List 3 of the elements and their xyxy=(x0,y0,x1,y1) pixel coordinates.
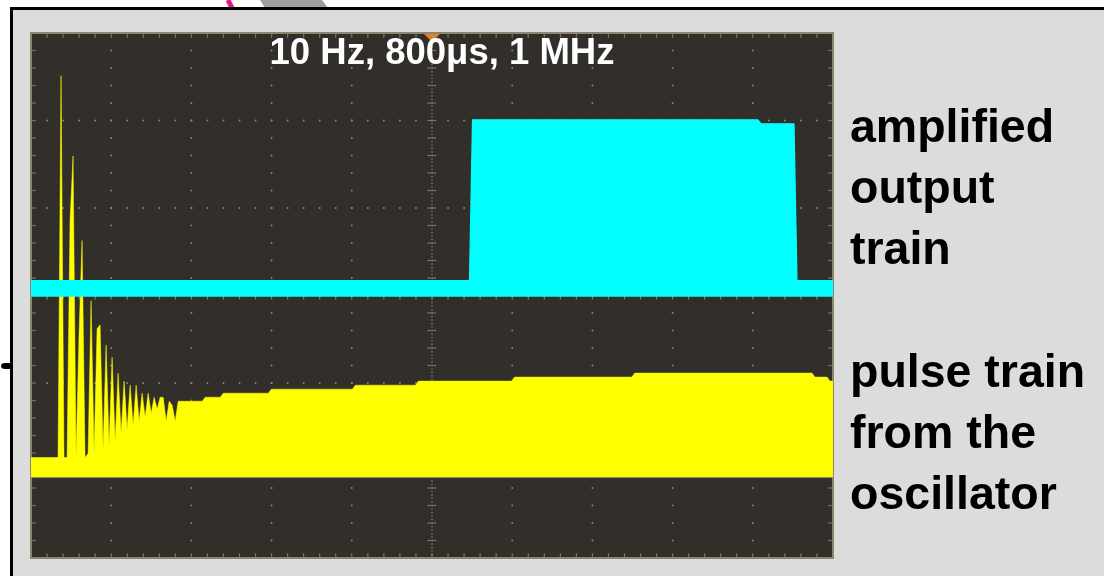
chart-title: 10 Hz, 800μs, 1 MHz xyxy=(269,31,615,72)
series-label: pulse train from the oscillator xyxy=(850,345,1086,519)
series-label: amplified output train xyxy=(850,100,1055,274)
